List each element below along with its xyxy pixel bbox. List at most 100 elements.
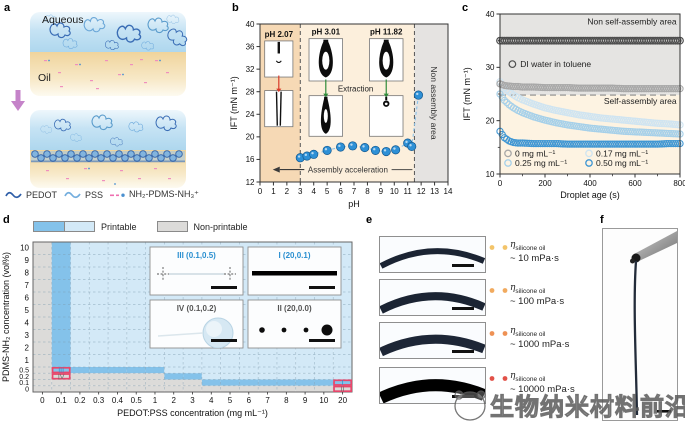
ift-data-point <box>413 90 424 100</box>
legend-item-label: 0.25 mg mL⁻¹ <box>515 158 567 168</box>
svg-text:8: 8 <box>284 396 289 405</box>
inset-title: III (0.1,0.5) <box>177 251 216 260</box>
inset-title: II (20,0.0) <box>277 304 312 313</box>
svg-text:12: 12 <box>417 187 426 196</box>
fiber-viscosity-row-3: ηsilicone oil ~ 1000 mPa·s <box>362 322 598 362</box>
svg-text:10: 10 <box>390 187 399 196</box>
svg-text:3: 3 <box>25 331 30 340</box>
condition-marker-III <box>51 366 71 374</box>
svg-text:14: 14 <box>444 187 453 196</box>
svg-text:9: 9 <box>303 396 308 405</box>
fiber-arc-image <box>380 379 485 403</box>
printable-dark-swatch <box>33 221 64 232</box>
extraction-label: Extraction <box>338 85 374 94</box>
svg-text:800: 800 <box>673 179 685 188</box>
svg-text:0: 0 <box>258 187 263 196</box>
svg-text:1: 1 <box>25 356 30 365</box>
x-axis-label: Droplet age (s) <box>560 190 620 200</box>
printability-legend: Printable Non-printable <box>33 221 254 232</box>
ph-inset-label: pH 3.01 <box>312 28 341 37</box>
condition-marker-II <box>333 385 353 393</box>
hanging-fiber-image <box>630 231 677 416</box>
tweezers-icon <box>634 231 677 261</box>
scale-bar <box>452 350 474 353</box>
svg-text:4: 4 <box>311 187 316 196</box>
scale-bar <box>309 286 335 289</box>
svg-text:6: 6 <box>338 187 343 196</box>
condition-marker-label: IV <box>58 374 65 381</box>
scale-bar <box>657 410 671 413</box>
svg-text:28: 28 <box>246 88 255 97</box>
svg-text:0: 0 <box>25 386 29 393</box>
panel-d-label: d <box>3 214 10 226</box>
svg-text:400: 400 <box>583 179 597 188</box>
svg-text:0.5: 0.5 <box>131 396 143 405</box>
fiber-arc-image <box>380 292 485 314</box>
oil-phase-label: Oil <box>38 72 51 84</box>
ift-data-point <box>322 145 332 155</box>
fiber-image-10mpas <box>379 236 486 273</box>
panel-c-label: c <box>462 2 469 14</box>
svg-text:0.1: 0.1 <box>56 396 68 405</box>
non-self-assembly-area-label: Non self-assembly area <box>587 17 677 27</box>
svg-text:5: 5 <box>325 187 330 196</box>
ift-data-point <box>309 149 319 159</box>
fiber <box>633 260 639 416</box>
svg-text:0: 0 <box>40 396 45 405</box>
fiber-viscosity-row-1: ηsilicone oil ~ 10 mPa·s <box>362 236 598 276</box>
fiber-arc-image <box>380 248 485 269</box>
panel-b: b Assembly acceleration pH 2.07 pH 3.01 pH … <box>228 0 458 212</box>
schematic-legend: PEDOT PSS NH₂-PDMS-NH₃⁺ <box>5 189 206 200</box>
nonprintable-swatch <box>156 221 188 232</box>
condition-marker-label: II <box>341 386 345 393</box>
pdms-dash-dot-icon <box>110 193 125 197</box>
leader-dots-icon <box>489 245 508 250</box>
ift-data-point <box>336 142 346 152</box>
pss-squiggle-icon <box>64 191 81 198</box>
ift-data-point <box>360 143 370 153</box>
aqueous-phase-label: Aqueous <box>42 14 84 26</box>
svg-text:24: 24 <box>246 110 255 119</box>
svg-text:40: 40 <box>486 10 495 19</box>
panel-a-label: a <box>4 2 11 14</box>
y-axis-label: PDMS-NH₂ concentration (vol%) <box>1 252 11 382</box>
fiber-image-100mpas <box>379 279 486 316</box>
nonprintable-label: Non-printable <box>193 221 248 232</box>
surfactant-specks-bottom <box>46 167 171 185</box>
scale-bar <box>309 339 335 342</box>
legend-item-label: 0.17 mg mL⁻¹ <box>596 148 648 158</box>
leader-dots-icon <box>489 288 508 293</box>
panel-e: e ηsilicone oil ~ 10 mPa·s <box>362 212 598 426</box>
panel-d: d Printable Non-printable 10 9 8 7 6 5 4 3 2 1 0.5… <box>0 212 362 426</box>
svg-text:36: 36 <box>246 42 255 51</box>
svg-text:10: 10 <box>319 396 328 405</box>
svg-text:0.1: 0.1 <box>19 380 29 387</box>
series-0.17 mg mL⁻¹ <box>496 78 684 129</box>
scale-bar <box>452 395 474 398</box>
svg-text:0.2: 0.2 <box>74 396 86 405</box>
scale-bar <box>452 307 474 310</box>
fiber-image-1000mpas <box>379 322 486 359</box>
legend-item-label: 0 mg mL⁻¹ <box>515 148 556 158</box>
svg-text:13: 13 <box>430 187 439 196</box>
fiber-arc-image <box>380 334 485 357</box>
svg-text:1: 1 <box>153 396 158 405</box>
svg-text:8: 8 <box>365 187 370 196</box>
svg-text:200: 200 <box>538 179 552 188</box>
svg-text:10: 10 <box>20 244 29 253</box>
ph-inset-label: pH 2.07 <box>265 30 294 39</box>
svg-text:12: 12 <box>246 178 255 187</box>
svg-text:8: 8 <box>25 269 30 278</box>
ift-data-point <box>348 141 358 151</box>
condition-marker-IV <box>51 373 71 380</box>
self-assembly-area-label: Self-assembly area <box>604 96 677 106</box>
svg-text:1: 1 <box>271 187 276 196</box>
ph-inset-label: pH 11.82 <box>370 28 403 37</box>
svg-text:9: 9 <box>25 256 30 265</box>
viscosity-label-1: ηsilicone oil ~ 10 mPa·s <box>510 240 559 264</box>
condition-marker-label: III <box>58 368 64 375</box>
svg-text:0.4: 0.4 <box>112 396 124 405</box>
scale-bar <box>211 286 237 289</box>
